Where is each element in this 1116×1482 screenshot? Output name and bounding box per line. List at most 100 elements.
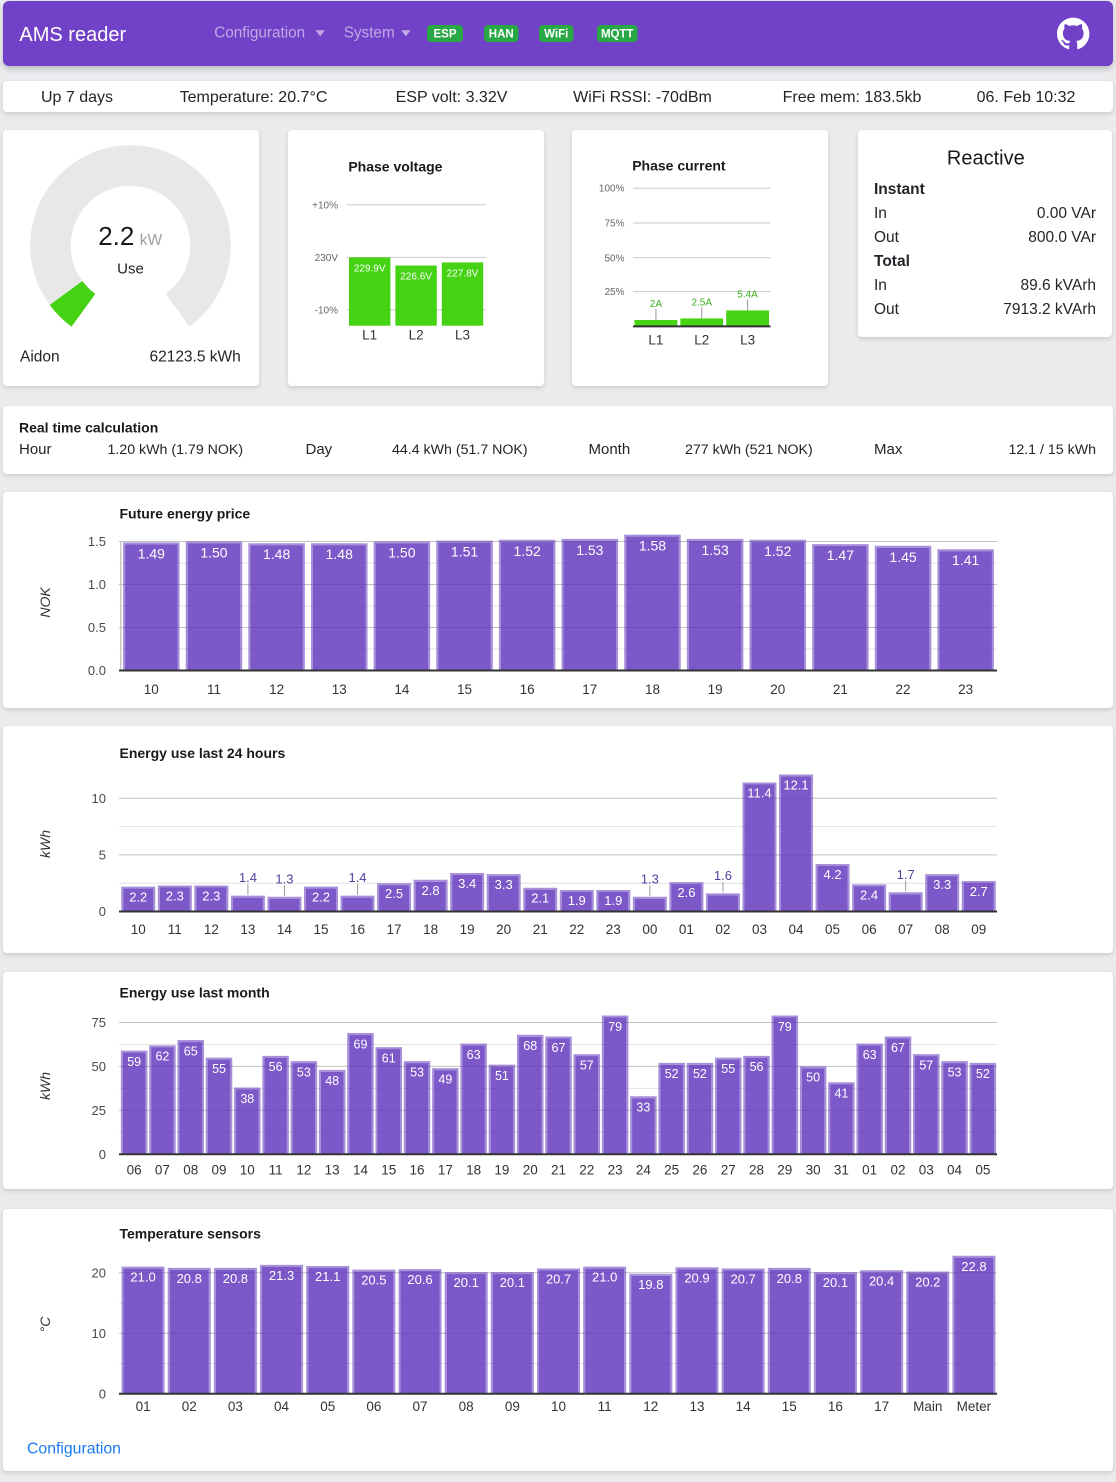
svg-text:14: 14 xyxy=(394,682,410,697)
svg-text:0.0: 0.0 xyxy=(88,663,106,678)
svg-text:20: 20 xyxy=(770,682,785,697)
svg-text:1.47: 1.47 xyxy=(827,547,854,563)
svg-text:62123.5 kWh: 62123.5 kWh xyxy=(149,349,240,366)
svg-text:05: 05 xyxy=(825,922,840,937)
svg-text:38: 38 xyxy=(240,1092,254,1106)
svg-text:02: 02 xyxy=(890,1163,905,1178)
svg-text:800.0 VAr: 800.0 VAr xyxy=(1028,229,1096,246)
svg-text:20.5: 20.5 xyxy=(361,1273,386,1288)
svg-text:14: 14 xyxy=(736,1399,752,1414)
svg-text:2.3: 2.3 xyxy=(202,888,220,903)
svg-text:System: System xyxy=(344,24,395,41)
svg-text:20.7: 20.7 xyxy=(730,1271,755,1286)
svg-text:1.7: 1.7 xyxy=(897,867,915,882)
svg-text:01: 01 xyxy=(136,1399,151,1414)
svg-text:65: 65 xyxy=(184,1044,198,1058)
svg-text:53: 53 xyxy=(297,1065,311,1079)
svg-text:20.8: 20.8 xyxy=(777,1271,802,1286)
svg-text:20.1: 20.1 xyxy=(454,1275,479,1290)
svg-text:12: 12 xyxy=(296,1163,311,1178)
svg-text:230V: 230V xyxy=(315,253,339,264)
svg-text:Meter: Meter xyxy=(957,1399,992,1414)
svg-text:L1: L1 xyxy=(648,333,663,348)
svg-text:Use: Use xyxy=(117,261,144,278)
svg-text:03: 03 xyxy=(228,1399,243,1414)
svg-text:02: 02 xyxy=(182,1399,197,1414)
svg-text:ESP volt: 3.32V: ESP volt: 3.32V xyxy=(396,89,508,106)
svg-text:20.6: 20.6 xyxy=(407,1272,432,1287)
svg-text:28: 28 xyxy=(749,1163,764,1178)
svg-text:0: 0 xyxy=(99,1387,106,1402)
svg-text:1.53: 1.53 xyxy=(701,542,728,558)
svg-text:09: 09 xyxy=(212,1163,227,1178)
svg-text:Temperature sensors: Temperature sensors xyxy=(120,1226,262,1242)
svg-text:53: 53 xyxy=(410,1065,424,1079)
svg-text:Energy use last month: Energy use last month xyxy=(120,985,270,1001)
svg-text:09: 09 xyxy=(971,922,986,937)
svg-text:226.6V: 226.6V xyxy=(400,272,432,283)
svg-text:10: 10 xyxy=(144,682,159,697)
svg-text:22: 22 xyxy=(569,922,584,937)
svg-text:16: 16 xyxy=(350,922,365,937)
svg-text:27: 27 xyxy=(721,1163,736,1178)
svg-text:33: 33 xyxy=(636,1101,650,1115)
svg-text:12.1 / 15 kWh: 12.1 / 15 kWh xyxy=(1008,442,1096,458)
svg-text:2.2: 2.2 xyxy=(98,221,134,251)
svg-text:5: 5 xyxy=(99,848,106,863)
svg-text:55: 55 xyxy=(721,1062,735,1076)
svg-text:12: 12 xyxy=(204,922,219,937)
svg-text:20.7: 20.7 xyxy=(546,1271,571,1286)
svg-text:56: 56 xyxy=(269,1060,283,1074)
svg-text:Instant: Instant xyxy=(874,181,925,198)
svg-text:+10%: +10% xyxy=(312,200,338,211)
svg-text:1.50: 1.50 xyxy=(388,545,415,561)
svg-text:25: 25 xyxy=(92,1103,106,1118)
svg-text:Total: Total xyxy=(874,253,910,270)
svg-text:WiFi RSSI: -70dBm: WiFi RSSI: -70dBm xyxy=(573,89,712,106)
svg-text:Up 7 days: Up 7 days xyxy=(41,89,113,106)
svg-text:79: 79 xyxy=(608,1020,622,1034)
svg-text:1.52: 1.52 xyxy=(764,543,791,559)
svg-text:12.1: 12.1 xyxy=(783,778,808,793)
svg-text:Reactive: Reactive xyxy=(947,148,1025,170)
svg-text:44.4 kWh (51.7 NOK): 44.4 kWh (51.7 NOK) xyxy=(392,442,528,458)
svg-text:00: 00 xyxy=(642,922,657,937)
svg-text:09: 09 xyxy=(505,1399,520,1414)
svg-text:-10%: -10% xyxy=(315,305,338,316)
svg-text:21.3: 21.3 xyxy=(269,1268,294,1283)
svg-text:Max: Max xyxy=(874,441,903,458)
svg-text:14: 14 xyxy=(277,922,293,937)
svg-text:01: 01 xyxy=(679,922,694,937)
svg-text:1.4: 1.4 xyxy=(239,870,257,885)
svg-text:Real time calculation: Real time calculation xyxy=(19,420,158,436)
svg-text:20.1: 20.1 xyxy=(823,1275,848,1290)
svg-text:Hour: Hour xyxy=(19,441,52,458)
svg-text:10: 10 xyxy=(131,922,146,937)
svg-text:10: 10 xyxy=(551,1399,566,1414)
svg-text:1.53: 1.53 xyxy=(576,542,603,558)
svg-text:08: 08 xyxy=(183,1163,198,1178)
svg-text:1.5: 1.5 xyxy=(88,534,106,549)
svg-text:63: 63 xyxy=(467,1048,481,1062)
svg-text:kWh: kWh xyxy=(37,1072,53,1100)
svg-text:10: 10 xyxy=(240,1163,255,1178)
svg-text:In: In xyxy=(874,277,887,294)
svg-text:Phase voltage: Phase voltage xyxy=(348,158,442,174)
svg-text:06: 06 xyxy=(862,922,877,937)
svg-text:19: 19 xyxy=(494,1163,509,1178)
svg-text:20.8: 20.8 xyxy=(177,1271,202,1286)
svg-text:1.50: 1.50 xyxy=(200,545,227,561)
svg-text:75%: 75% xyxy=(604,219,624,230)
svg-text:08: 08 xyxy=(459,1399,474,1414)
svg-text:5.4A: 5.4A xyxy=(737,289,758,300)
svg-text:52: 52 xyxy=(665,1067,679,1081)
svg-text:2.6: 2.6 xyxy=(677,885,695,900)
svg-text:2.2: 2.2 xyxy=(312,890,330,905)
svg-text:3.3: 3.3 xyxy=(933,877,951,892)
svg-text:03: 03 xyxy=(919,1163,934,1178)
svg-text:L3: L3 xyxy=(740,333,755,348)
svg-text:3.3: 3.3 xyxy=(495,877,513,892)
svg-text:14: 14 xyxy=(353,1163,369,1178)
svg-text:MQTT: MQTT xyxy=(601,28,634,40)
svg-text:20: 20 xyxy=(92,1265,106,1280)
